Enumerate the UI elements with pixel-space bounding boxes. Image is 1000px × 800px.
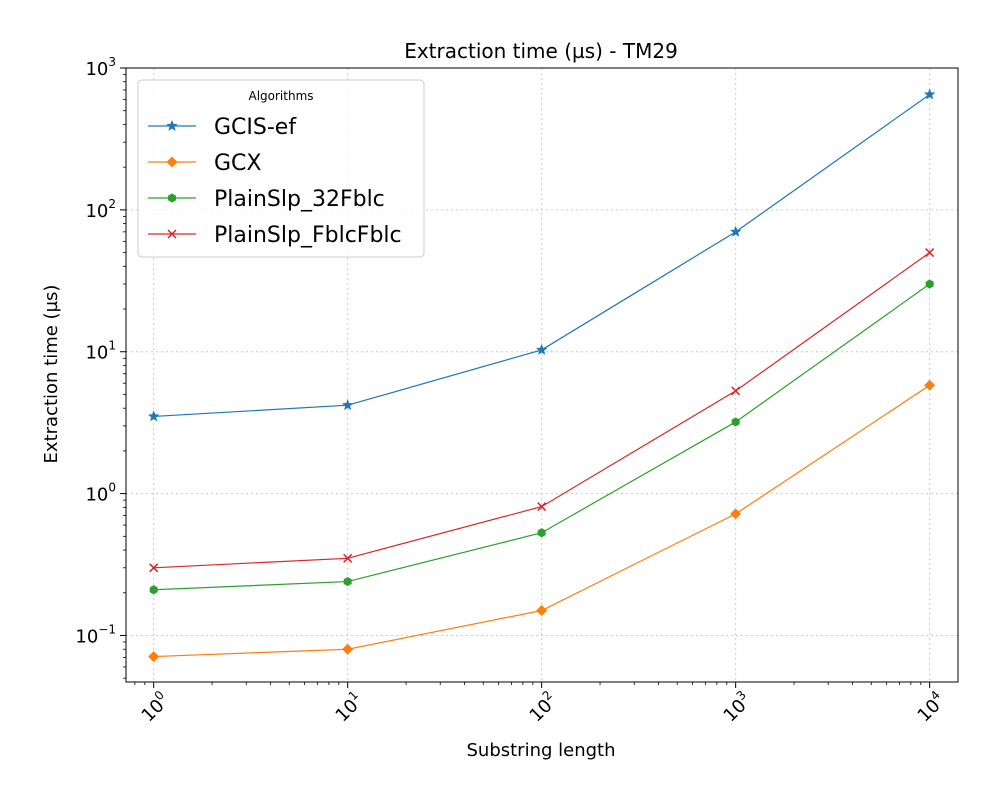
legend-marker [166, 119, 178, 132]
data-point-gcx [148, 651, 160, 663]
data-point-plainslp-fblcfblc [537, 502, 547, 512]
legend-marker [166, 156, 178, 168]
data-point-gcx [730, 508, 742, 520]
data-point-gcx [342, 643, 354, 655]
y-tick-label: 10−1 [75, 622, 116, 647]
legend-label: GCX [214, 151, 261, 176]
legend-entry-plainslp-32fblc: PlainSlp_32Fblc [148, 187, 385, 212]
legend-label: GCIS-ef [214, 115, 297, 140]
series-plainslp-fblcfblc [149, 248, 935, 573]
data-point-plainslp-fblcfblc [925, 248, 935, 258]
x-marker-stroke [925, 248, 935, 258]
x-marker-stroke [149, 563, 159, 573]
y-tick-label: 102 [85, 197, 116, 222]
series-gcx [148, 379, 936, 663]
data-point-plainslp-fblcfblc [149, 563, 159, 573]
legend-entry-plainslp-fblcfblc: PlainSlp_FblcFblc [148, 223, 402, 248]
legend-label: PlainSlp_32Fblc [214, 187, 385, 212]
legend-label: PlainSlp_FblcFblc [214, 223, 402, 248]
x-marker-stroke [731, 386, 741, 396]
data-point-gcis-ef [147, 410, 160, 422]
data-point-plainslp-fblcfblc [731, 386, 741, 396]
x-marker-stroke [343, 553, 353, 563]
data-point-plainslp-32fblc [925, 279, 934, 289]
data-point-plainslp-32fblc [343, 576, 352, 587]
y-tick-label: 101 [85, 339, 116, 364]
x-marker-stroke [167, 229, 177, 239]
legend-entry-gcx: GCX [148, 151, 261, 176]
data-point-gcis-ef [729, 225, 742, 237]
legend-entry-gcis-ef: GCIS-ef [148, 115, 297, 140]
y-axis-label: Extraction time (µs) [41, 285, 62, 464]
data-point-gcis-ef [535, 343, 548, 355]
legend-marker [167, 229, 177, 239]
x-marker-stroke [537, 502, 547, 512]
data-point-plainslp-32fblc [731, 417, 740, 427]
y-tick-label: 100 [85, 481, 116, 506]
series-gcis-ef [147, 88, 936, 422]
chart-title: Extraction time (µs) - TM29 [404, 39, 678, 63]
data-point-gcx [924, 379, 936, 391]
data-point-plainslp-32fblc [537, 528, 546, 538]
legend: Algorithms GCIS-ef GCX PlainSlp_32Fblc Plai… [137, 79, 425, 258]
legend-title: Algorithms [248, 89, 313, 103]
series-plainslp-32fblc [149, 279, 934, 595]
data-point-plainslp-32fblc [149, 585, 158, 595]
data-point-gcis-ef [341, 398, 354, 411]
legend-box [137, 79, 425, 258]
data-point-plainslp-fblcfblc [343, 553, 353, 563]
data-point-gcis-ef [923, 88, 936, 100]
y-tick-label: 103 [85, 55, 116, 80]
data-point-gcx [536, 604, 548, 616]
x-axis-label: Substring length [466, 740, 615, 761]
legend-marker [168, 193, 176, 203]
series-layer [147, 88, 936, 663]
